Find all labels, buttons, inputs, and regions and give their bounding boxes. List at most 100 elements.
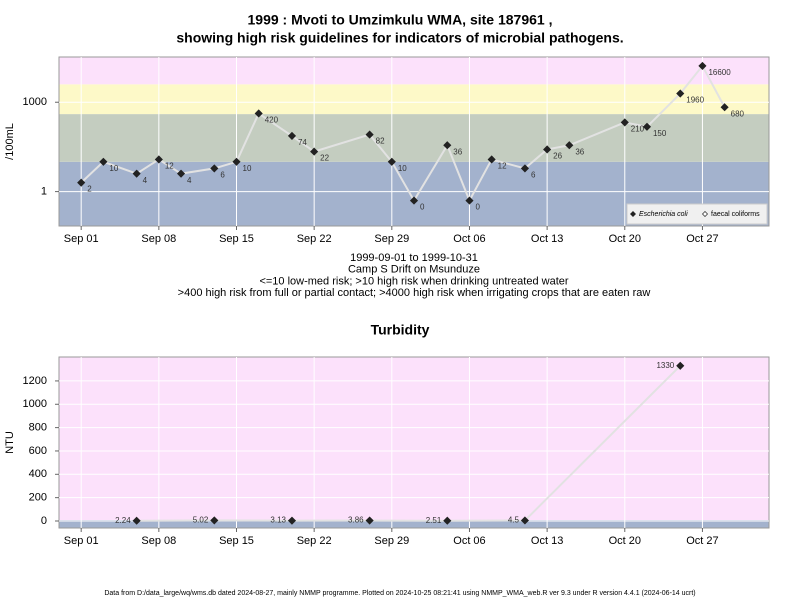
data-label: 2.51 [426, 516, 442, 525]
data-point [132, 169, 141, 178]
x-tick-label: Sep 01 [64, 535, 99, 547]
data-label: 10 [243, 164, 252, 173]
data-label: 5.02 [193, 516, 209, 525]
data-point [254, 109, 263, 118]
data-label: 4.5 [508, 516, 520, 525]
risk-band [59, 57, 769, 85]
chart-title: showing high risk guidelines for indicat… [176, 30, 623, 46]
data-label: 10 [109, 164, 118, 173]
data-label: 6 [531, 171, 536, 180]
note: >400 high risk from full or partial cont… [178, 287, 651, 299]
data-point [176, 169, 186, 178]
footer: Data from D:/data_large/wq/wms.db dated … [104, 590, 695, 597]
risk-band [59, 114, 769, 162]
note: <=10 low-med risk; >10 high risk when dr… [259, 275, 568, 287]
data-point [520, 516, 530, 525]
x-tick-label: Sep 08 [141, 233, 176, 245]
note: Camp S Drift on Msunduze [348, 264, 480, 276]
y-tick-label: 1000 [23, 96, 47, 108]
plot-frame [58, 356, 770, 529]
x-tick-label: Oct 27 [686, 233, 718, 245]
x-tick-label: Oct 06 [453, 535, 485, 547]
data-point [443, 516, 452, 525]
data-label: 26 [553, 152, 562, 161]
data-point [409, 196, 419, 205]
y-tick-label: 600 [29, 445, 47, 457]
data-point [77, 178, 86, 187]
legend-marker [630, 211, 636, 217]
x-tick-label: Sep 15 [219, 535, 254, 547]
legend-label: Escherichia coli [639, 211, 688, 218]
risk-band [59, 84, 769, 115]
data-label: 82 [376, 137, 385, 146]
y-tick-label: 1000 [23, 398, 47, 410]
legend-box [626, 203, 768, 225]
x-tick-label: Sep 01 [64, 233, 99, 245]
y-tick-label: 1 [41, 186, 47, 198]
y-axis-label: NTU [4, 431, 16, 454]
data-point [99, 157, 108, 166]
y-tick-label: 200 [29, 492, 47, 504]
data-label: 3.86 [348, 516, 364, 525]
data-label: 36 [453, 147, 462, 156]
data-point [287, 516, 297, 525]
y-tick-label: 400 [29, 468, 47, 480]
data-label: 12 [498, 162, 507, 171]
data-label: 2 [87, 185, 92, 194]
data-point [720, 103, 729, 112]
x-tick-label: Oct 20 [609, 233, 641, 245]
data-point [565, 141, 574, 150]
data-label: 210 [631, 125, 645, 134]
data-point [365, 130, 374, 139]
data-label: 1960 [686, 96, 704, 105]
y-tick-label: 0 [41, 515, 47, 527]
data-point [676, 89, 685, 98]
y-tick-label: 800 [29, 422, 47, 434]
x-tick-label: Oct 06 [453, 233, 485, 245]
data-point [676, 361, 685, 370]
data-point [310, 147, 319, 156]
data-point [154, 155, 163, 164]
data-point [287, 131, 297, 140]
data-point [642, 122, 652, 131]
data-label: 6 [220, 171, 225, 180]
x-tick-label: Oct 13 [531, 535, 563, 547]
data-label: 3.13 [270, 516, 286, 525]
data-point [132, 516, 141, 525]
note: 1999-09-01 to 1999-10-31 [350, 252, 478, 264]
data-label: 10 [398, 164, 407, 173]
x-tick-label: Oct 20 [609, 535, 641, 547]
x-tick-label: Sep 29 [374, 233, 409, 245]
data-point [210, 164, 219, 173]
chart-title: 1999 : Mvoti to Umzimkulu WMA, site 1879… [248, 12, 553, 28]
y-tick-label: 1200 [23, 375, 47, 387]
series-line [80, 64, 726, 203]
data-label: 0 [475, 203, 480, 212]
x-tick-label: Sep 29 [374, 535, 409, 547]
x-tick-label: Oct 13 [531, 233, 563, 245]
data-label: 150 [653, 129, 667, 138]
risk-band [59, 520, 769, 528]
data-point [365, 516, 374, 525]
x-tick-label: Oct 27 [686, 535, 718, 547]
data-label: 680 [731, 109, 745, 118]
data-point [465, 196, 474, 205]
data-label: 1330 [656, 361, 674, 370]
data-point [620, 118, 629, 127]
data-label: 16600 [708, 68, 731, 77]
legend-label: faecal coliforms [711, 211, 760, 218]
data-point [210, 516, 219, 525]
x-tick-label: Sep 15 [219, 233, 254, 245]
data-label: 4 [187, 176, 192, 185]
data-point [543, 145, 552, 154]
data-point [443, 141, 452, 150]
x-tick-label: Sep 22 [297, 535, 332, 547]
data-label: 420 [265, 116, 279, 125]
x-tick-label: Sep 22 [297, 233, 332, 245]
data-point [698, 61, 707, 70]
risk-band [59, 357, 769, 521]
data-point [387, 157, 396, 166]
data-point [487, 155, 496, 164]
data-label: 74 [298, 138, 307, 147]
